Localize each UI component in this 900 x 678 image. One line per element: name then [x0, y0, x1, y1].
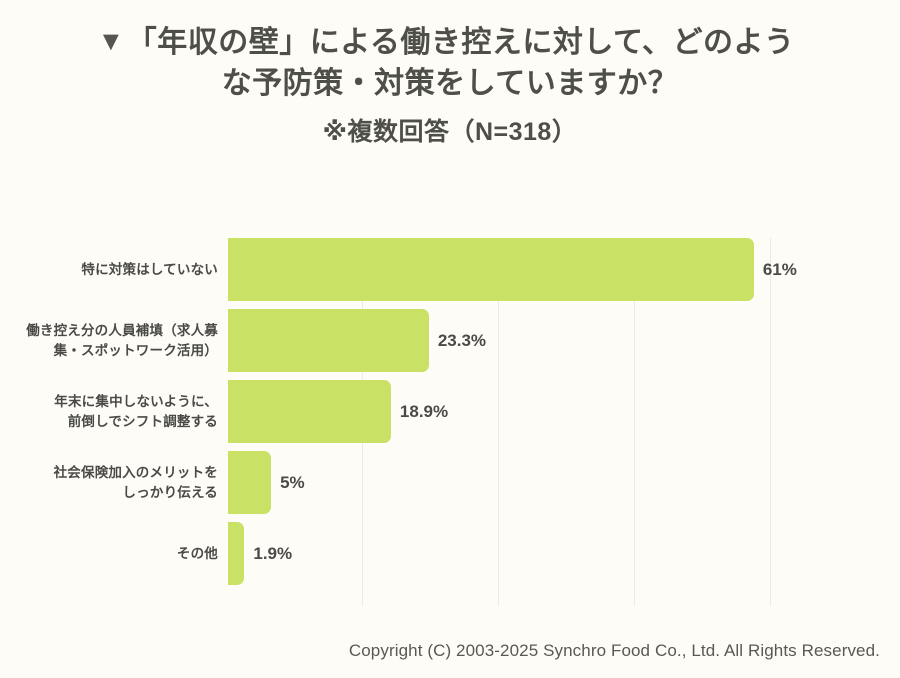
- bar-row: 特に対策はしていない 61%: [0, 238, 900, 301]
- bar-and-value: 61%: [228, 238, 797, 301]
- bar-value-label: 18.9%: [399, 401, 449, 421]
- bar: [228, 522, 245, 585]
- bar: [228, 380, 391, 443]
- bar-row: 年末に集中しないように、 前倒しでシフト調整する 18.9%: [0, 380, 900, 443]
- bar: [228, 309, 429, 372]
- category-label: 年末に集中しないように、 前倒しでシフト調整する: [54, 393, 218, 429]
- bar-row: 社会保険加入のメリットを しっかり伝える 5%: [0, 451, 900, 514]
- bar-value-label: 1.9%: [253, 543, 293, 563]
- chart-title-line-2: な予防策・対策をしていますか？: [221, 67, 679, 101]
- bar: [228, 238, 754, 301]
- bar-row: 働き控え分の人員補填（求人募 集・スポットワーク活用） 23.3%: [0, 309, 900, 372]
- chart-title-block: ▼「年収の壁」による働き控えに対して、どのよう な予防策・対策をしていますか？ …: [0, 22, 900, 148]
- category-label: その他: [176, 545, 218, 561]
- bar-value-label: 23.3%: [437, 330, 487, 350]
- bar-rows: 特に対策はしていない 61% 働き控え分の人員補填（求人募 集・スポットワーク活用）…: [0, 213, 900, 585]
- bar-value-label: 5%: [280, 472, 305, 492]
- triangle-marker-icon: ▼: [97, 26, 125, 56]
- bar-and-value: 1.9%: [228, 522, 292, 585]
- category-label: 特に対策はしていない: [81, 261, 218, 277]
- chart-title-text-1: 「年収の壁」による働き控えに対して、どのよう: [126, 26, 795, 59]
- bar-and-value: 18.9%: [228, 380, 448, 443]
- copyright-footer: Copyright (C) 2003-2025 Synchro Food Co.…: [348, 641, 880, 660]
- bar-and-value: 5%: [228, 451, 305, 514]
- bar-and-value: 23.3%: [228, 309, 486, 372]
- bar-row: その他 1.9%: [0, 522, 900, 585]
- chart-subtitle: ※複数回答（N=318）: [322, 117, 578, 146]
- chart-title-line-1: ▼「年収の壁」による働き控えに対して、どのよう: [0, 22, 900, 63]
- category-label: 社会保険加入のメリットを しっかり伝える: [53, 464, 218, 500]
- bar-chart: 特に対策はしていない 61% 働き控え分の人員補填（求人募 集・スポットワーク活用）…: [0, 213, 900, 613]
- bar: [228, 451, 272, 514]
- category-label: 働き控え分の人員補填（求人募 集・スポットワーク活用）: [26, 322, 218, 358]
- bar-value-label: 61%: [762, 259, 797, 279]
